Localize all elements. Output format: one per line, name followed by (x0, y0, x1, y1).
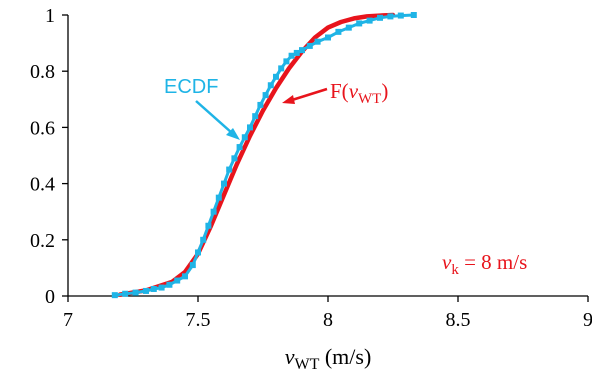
f-label: F(vWT) (330, 79, 388, 107)
ecdf-point-26 (278, 65, 285, 72)
ecdf-arrowhead (226, 128, 240, 140)
ecdf-point-35 (345, 24, 352, 31)
ecdf-point-15 (221, 180, 227, 187)
x-tick-label-4: 9 (583, 309, 592, 331)
ecdf-arrow (195, 100, 233, 134)
series-ecdf-line (114, 13, 414, 297)
ecdf-point-8 (182, 273, 188, 280)
ecdf-point-38 (377, 14, 383, 21)
vk-label-var: v (442, 250, 452, 274)
f-label-suffix: ) (381, 79, 388, 103)
ecdf-point-21 (252, 113, 259, 120)
vk-label: vk = 8 m/s (442, 250, 527, 278)
vk-label-text: = 8 m/s (459, 250, 527, 274)
y-tick-label-0: 0 (45, 286, 55, 308)
x-tick-label-3: 8.5 (446, 309, 471, 331)
ecdf-label: ECDF (164, 76, 218, 98)
ecdf-point-6 (166, 281, 173, 288)
f-label-var: v (349, 79, 359, 103)
x-tick-label-0: 7 (63, 309, 73, 331)
ecdf-point-41 (410, 12, 417, 18)
y-tick-label-3: 0.6 (30, 117, 55, 139)
ecdf-point-37 (366, 17, 373, 24)
ecdf-point-3 (143, 287, 149, 294)
ecdf-point-32 (314, 38, 321, 45)
ecdf-point-13 (210, 208, 217, 215)
ecdf-point-17 (231, 155, 238, 162)
ecdf-point-1 (122, 290, 129, 297)
series-f-line (117, 12, 396, 297)
ecdf-point-24 (267, 82, 274, 89)
ecdf-point-18 (236, 144, 243, 151)
ecdf-point-9 (189, 262, 196, 269)
ecdf-point-4 (150, 285, 157, 292)
ecdf-point-34 (335, 28, 342, 35)
chart-marks (111, 12, 417, 299)
ecdf-point-29 (293, 49, 300, 56)
ecdf-point-11 (200, 236, 207, 243)
ecdf-point-22 (257, 101, 264, 108)
ecdf-point-28 (288, 52, 295, 59)
f-label-prefix: F( (330, 79, 349, 103)
x-axis-title: vWT (m/s) (285, 344, 372, 373)
ecdf-point-39 (387, 13, 394, 20)
x-axis-title-sub: WT (294, 356, 319, 373)
y-tick-label-4: 0.8 (30, 61, 55, 83)
ecdf-point-7 (174, 277, 181, 284)
ecdf-point-40 (397, 12, 404, 19)
y-tick-label-1: 0.2 (30, 230, 55, 252)
x-axis-title-var: v (285, 344, 295, 369)
ecdf-point-30 (299, 47, 305, 54)
ecdf-point-33 (325, 34, 331, 41)
f-label-sub: WT (358, 91, 381, 107)
ecdf-point-14 (215, 194, 222, 201)
ecdf-point-5 (158, 284, 165, 291)
ecdf-point-19 (241, 134, 248, 141)
ecdf-point-12 (205, 222, 212, 229)
plot-area: 7 7.5 8 8.5 9 0 0.2 0.4 0.6 0.8 1 (30, 5, 592, 331)
ecdf-point-31 (306, 42, 313, 49)
ecdf-point-20 (247, 124, 253, 131)
ecdf-point-25 (273, 73, 279, 80)
ecdf-point-23 (262, 92, 269, 99)
ecdf-point-36 (356, 20, 363, 27)
ecdf-point-27 (283, 58, 290, 65)
vk-label-sub: k (451, 262, 459, 278)
x-tick-label-1: 7.5 (186, 309, 211, 331)
ecdf-point-2 (132, 289, 139, 296)
ecdf-point-0 (111, 292, 118, 299)
y-tick-label-2: 0.4 (30, 174, 55, 196)
x-axis-title-unit: (m/s) (319, 344, 371, 369)
ecdf-point-10 (195, 249, 201, 256)
f-arrowhead (282, 95, 295, 104)
x-tick-label-2: 8 (323, 309, 333, 331)
y-tick-label-5: 1 (45, 5, 55, 27)
f-arrow (291, 87, 328, 102)
ecdf-point-16 (226, 166, 233, 173)
